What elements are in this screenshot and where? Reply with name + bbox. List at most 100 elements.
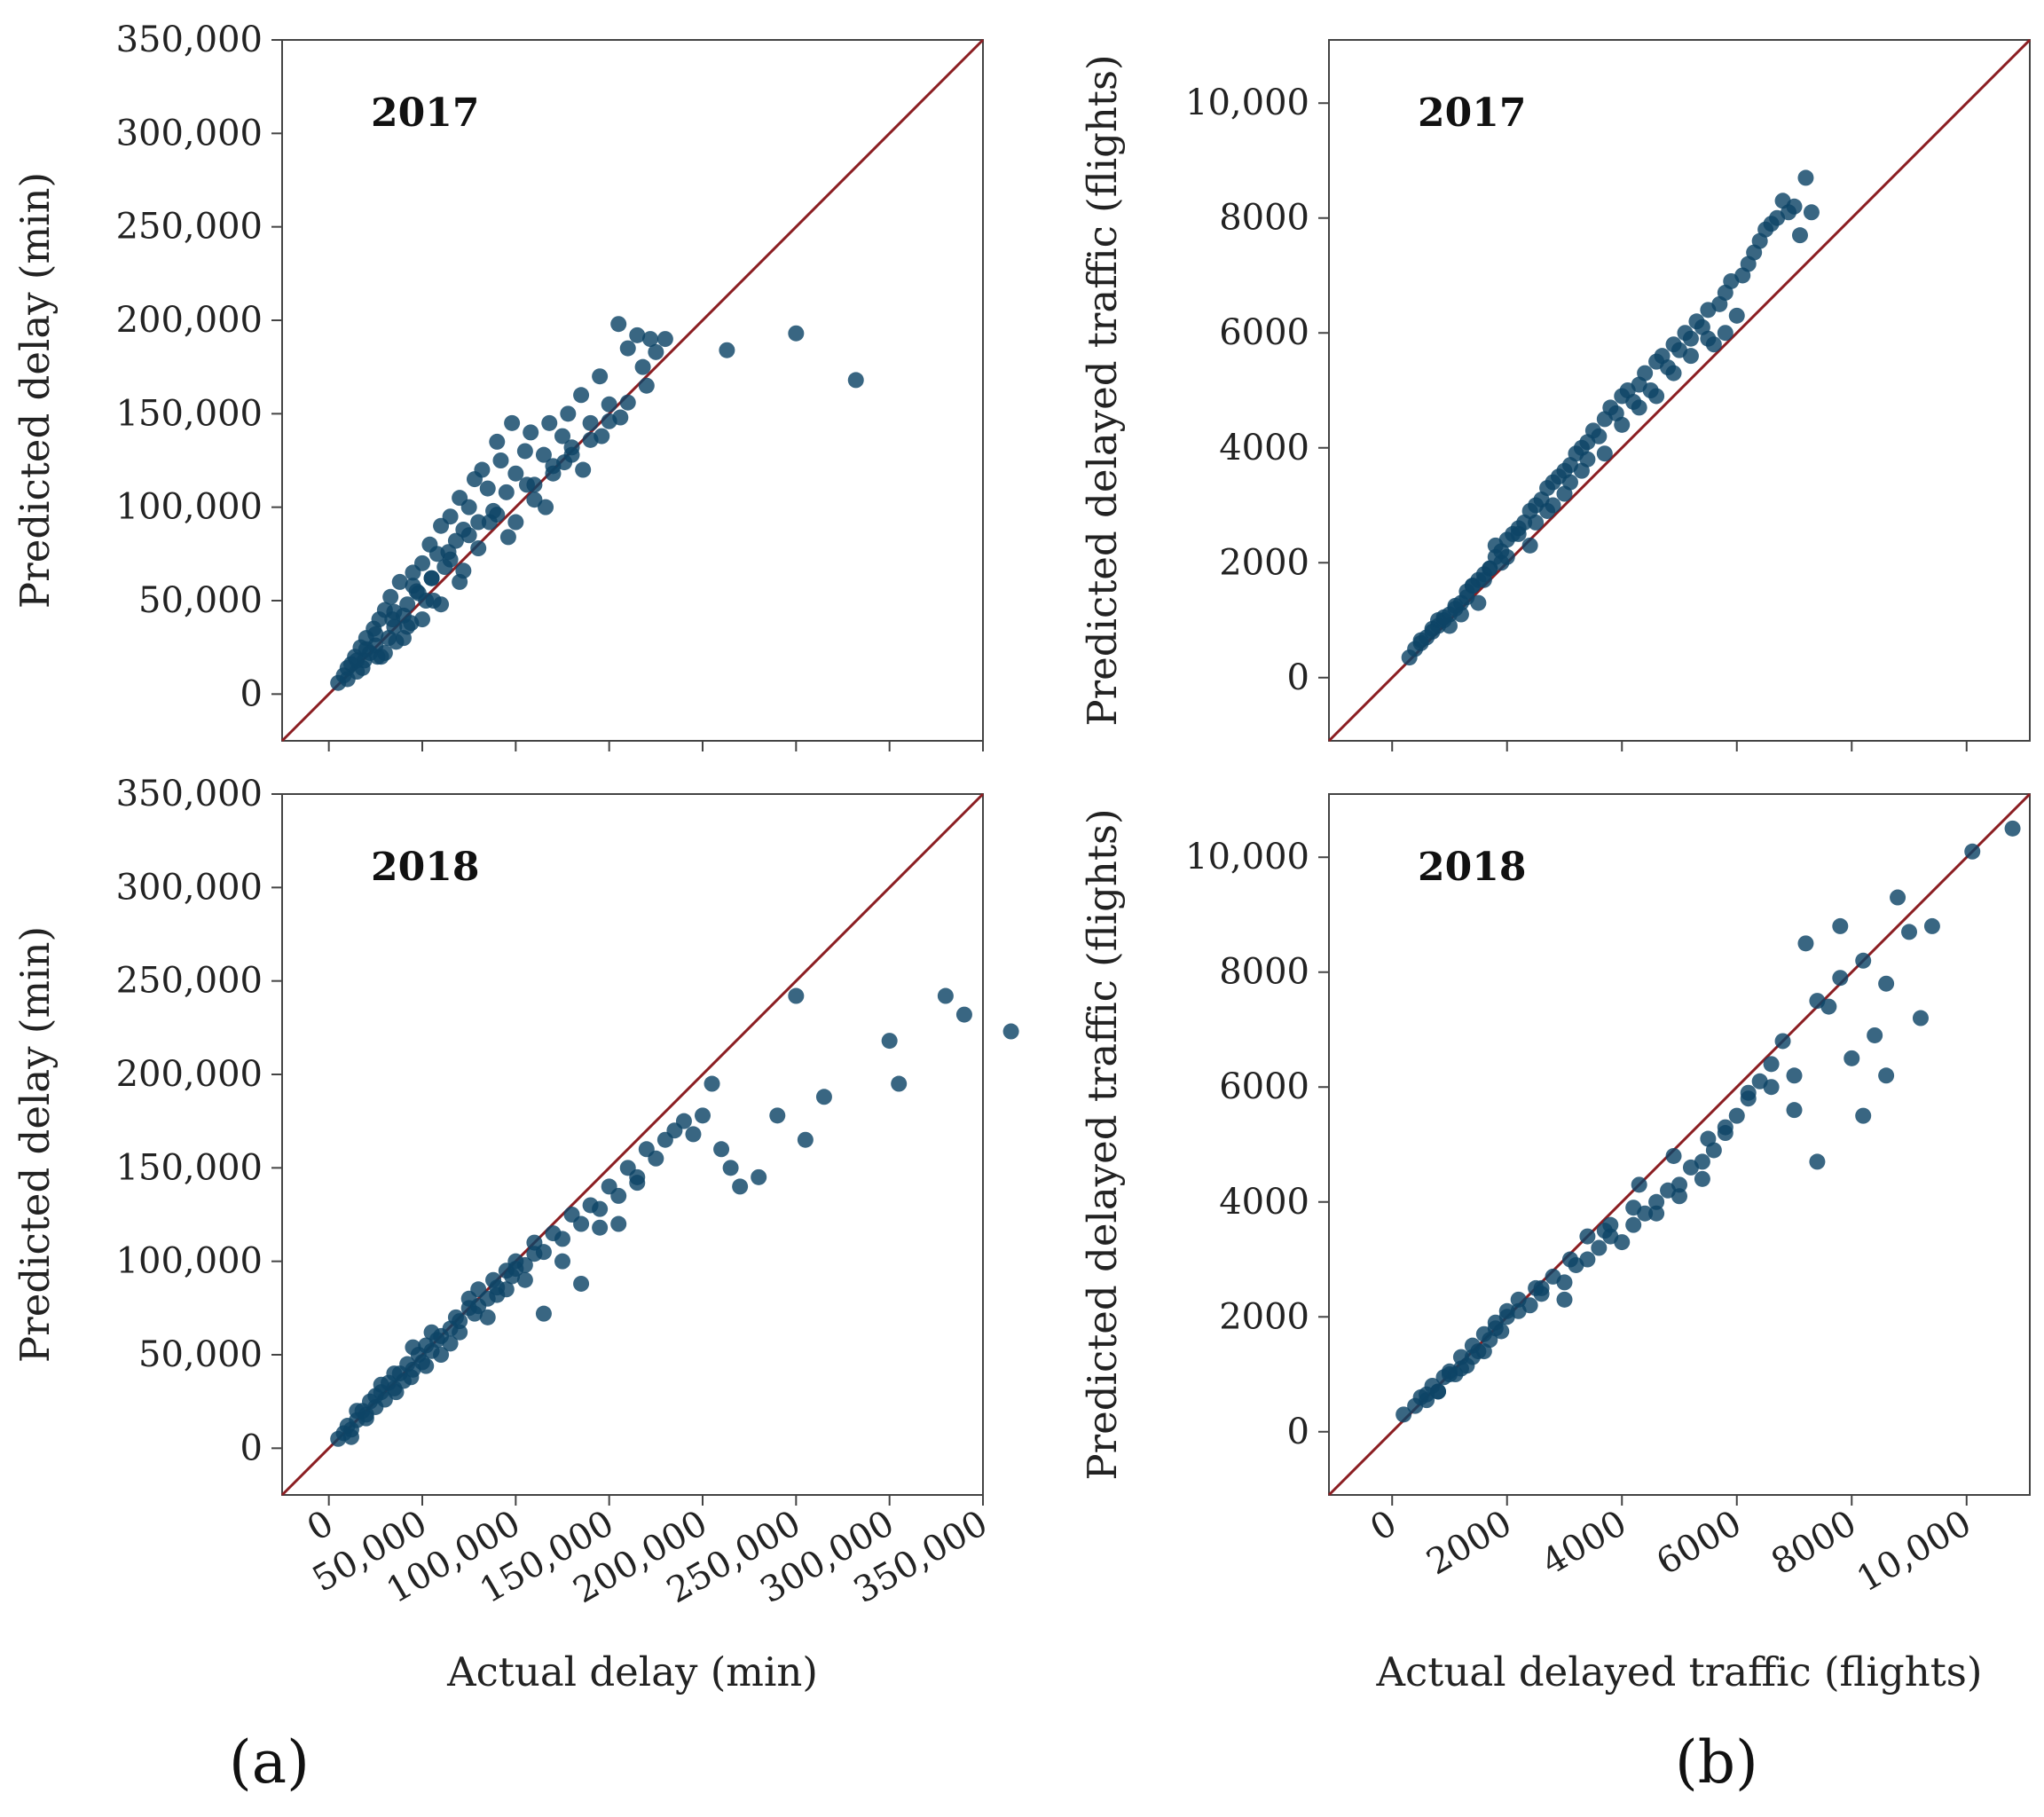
data-point — [1528, 514, 1545, 531]
plot-frame — [1328, 39, 2031, 742]
y-tick-label: 2000 — [1219, 542, 1309, 583]
data-point — [1923, 917, 1940, 934]
y-axis-label: Predicted delayed traffic (flights) — [1079, 54, 1126, 726]
data-point — [695, 1107, 711, 1124]
data-point — [1791, 227, 1808, 244]
y-axis-label: Predicted delay (min) — [12, 172, 59, 609]
data-point — [1700, 1130, 1717, 1147]
data-point — [638, 377, 655, 394]
y-tick-label: 4000 — [1219, 428, 1309, 468]
y-tick-label: 100,000 — [116, 487, 263, 528]
y-tick-label: 0 — [1287, 1412, 1309, 1452]
data-point — [518, 476, 535, 493]
data-point — [342, 1428, 359, 1445]
data-point — [556, 454, 573, 471]
y-tick-label: 6000 — [1219, 1066, 1309, 1107]
data-point — [507, 465, 524, 482]
y-tick-label: 150,000 — [116, 393, 263, 434]
data-point — [685, 1126, 702, 1143]
data-point — [384, 611, 401, 628]
data-point — [526, 1246, 543, 1262]
y-tick-label: 350,000 — [116, 774, 263, 814]
data-point — [891, 1075, 908, 1092]
y-tick-label: 10,000 — [1185, 837, 1309, 877]
data-point — [1682, 330, 1699, 347]
data-point — [610, 316, 627, 333]
data-point — [504, 414, 521, 431]
data-point — [541, 414, 558, 431]
data-point — [399, 596, 416, 613]
data-point — [582, 414, 599, 431]
x-tick-label: 6000 — [1650, 1503, 1749, 1584]
data-point — [610, 1215, 627, 1232]
data-point — [489, 433, 506, 450]
data-point — [423, 1324, 440, 1341]
chart-b-2017: 0 2000 4000 6000 8000 10,000 2017 Predicted del… — [1079, 38, 2032, 751]
data-point — [648, 343, 664, 360]
data-point — [455, 562, 472, 579]
data-point — [619, 394, 636, 411]
data-point — [610, 1187, 627, 1204]
x-tick-label: 2000 — [1420, 1503, 1519, 1584]
data-point — [619, 340, 636, 357]
x-tick-label: 0 — [301, 1503, 341, 1550]
data-point — [535, 1305, 552, 1322]
data-point — [1561, 1251, 1578, 1268]
y-tick-label: 50,000 — [138, 580, 263, 621]
data-point — [358, 1410, 374, 1427]
data-point — [414, 611, 430, 628]
x-axis-label: Actual delay (min) — [446, 1648, 818, 1695]
data-point — [507, 514, 524, 531]
data-point — [722, 1160, 739, 1176]
data-point — [354, 659, 371, 676]
y-tick-label: 6000 — [1219, 312, 1309, 353]
data-point — [373, 1376, 389, 1393]
data-point — [386, 1365, 403, 1382]
data-point — [433, 1347, 450, 1363]
data-point — [1786, 1067, 1803, 1084]
data-point — [447, 532, 464, 549]
chart-a-2017: 0 50,000 100,000 150,000 200,000 250,000 300,0… — [12, 20, 985, 751]
data-point — [460, 499, 477, 515]
year-label: 2018 — [1418, 845, 1526, 890]
data-point — [1475, 1343, 1492, 1360]
data-point — [1412, 634, 1429, 651]
data-point — [382, 588, 399, 605]
data-point — [492, 452, 509, 468]
data-point — [1855, 952, 1872, 969]
data-point — [1728, 307, 1745, 324]
data-point — [1631, 399, 1647, 416]
data-point — [1786, 1102, 1803, 1119]
data-point — [1763, 1079, 1780, 1096]
data-point — [414, 555, 430, 571]
data-point — [507, 1261, 524, 1278]
y-tick-label: 0 — [240, 1428, 263, 1468]
data-point — [1452, 606, 1469, 623]
data-point — [1579, 1228, 1596, 1245]
data-point — [470, 1298, 487, 1315]
data-point — [1002, 1023, 1019, 1040]
data-point — [634, 358, 651, 375]
data-point — [554, 1253, 570, 1270]
data-point — [573, 1215, 590, 1232]
data-point — [1614, 1234, 1631, 1251]
data-point — [1867, 1026, 1883, 1043]
data-point — [1700, 330, 1717, 347]
data-point — [656, 331, 673, 348]
y-tick-label: 100,000 — [116, 1241, 263, 1282]
data-point — [554, 1231, 570, 1247]
data-point — [523, 424, 539, 441]
data-point — [440, 544, 457, 561]
data-point — [1591, 428, 1608, 444]
y-tick-label: 350,000 — [116, 20, 263, 60]
data-point — [573, 1275, 590, 1292]
data-point — [629, 1168, 646, 1185]
y-tick-label: 150,000 — [116, 1147, 263, 1188]
data-point — [1717, 1119, 1733, 1136]
data-point — [489, 1286, 506, 1303]
data-point — [1625, 1216, 1642, 1233]
data-point — [1591, 1239, 1608, 1256]
data-point — [1556, 1274, 1573, 1291]
data-point — [1665, 1147, 1682, 1164]
